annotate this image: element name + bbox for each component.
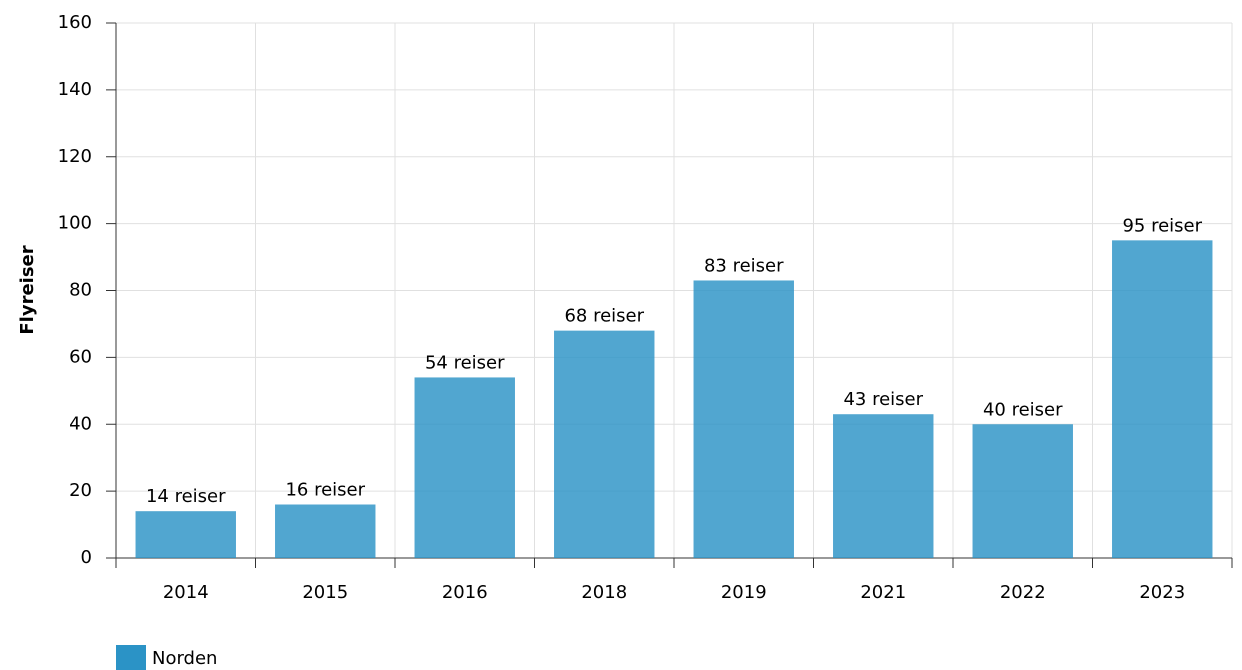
x-tick-label: 2021 [860,582,906,603]
legend-swatch [116,645,146,670]
bar [693,280,794,558]
value-label: 16 reiser [285,480,365,501]
y-tick-label: 80 [69,280,92,301]
y-tick-label: 40 [69,413,92,434]
y-tick-label: 120 [58,146,92,167]
x-tick-label: 2015 [302,582,348,603]
bar [135,511,236,558]
value-label: 14 reiser [146,486,226,507]
bar [1112,240,1213,558]
value-label: 83 reiser [704,255,784,276]
y-axis-label: Flyreiser [17,245,38,334]
y-tick-label: 60 [69,346,92,367]
bar [414,377,515,558]
value-label: 43 reiser [843,389,923,410]
x-tick-label: 2023 [1139,582,1185,603]
x-tick-label: 2014 [163,582,209,603]
value-label: 54 reiser [425,352,505,373]
bar [833,414,934,558]
bar [275,504,376,558]
bar [554,330,655,558]
value-label: 95 reiser [1122,215,1202,236]
y-tick-label: 0 [81,547,92,568]
value-label: 68 reiser [564,306,644,327]
y-tick-label: 160 [58,12,92,33]
x-tick-label: 2019 [721,582,767,603]
y-tick-label: 100 [58,213,92,234]
x-tick-label: 2022 [1000,582,1046,603]
y-tick-label: 140 [58,79,92,100]
legend-label: Norden [152,648,217,669]
x-tick-label: 2016 [442,582,488,603]
x-tick-label: 2018 [581,582,627,603]
bar [972,424,1073,558]
value-label: 40 reiser [983,399,1063,420]
y-tick-label: 20 [69,480,92,501]
